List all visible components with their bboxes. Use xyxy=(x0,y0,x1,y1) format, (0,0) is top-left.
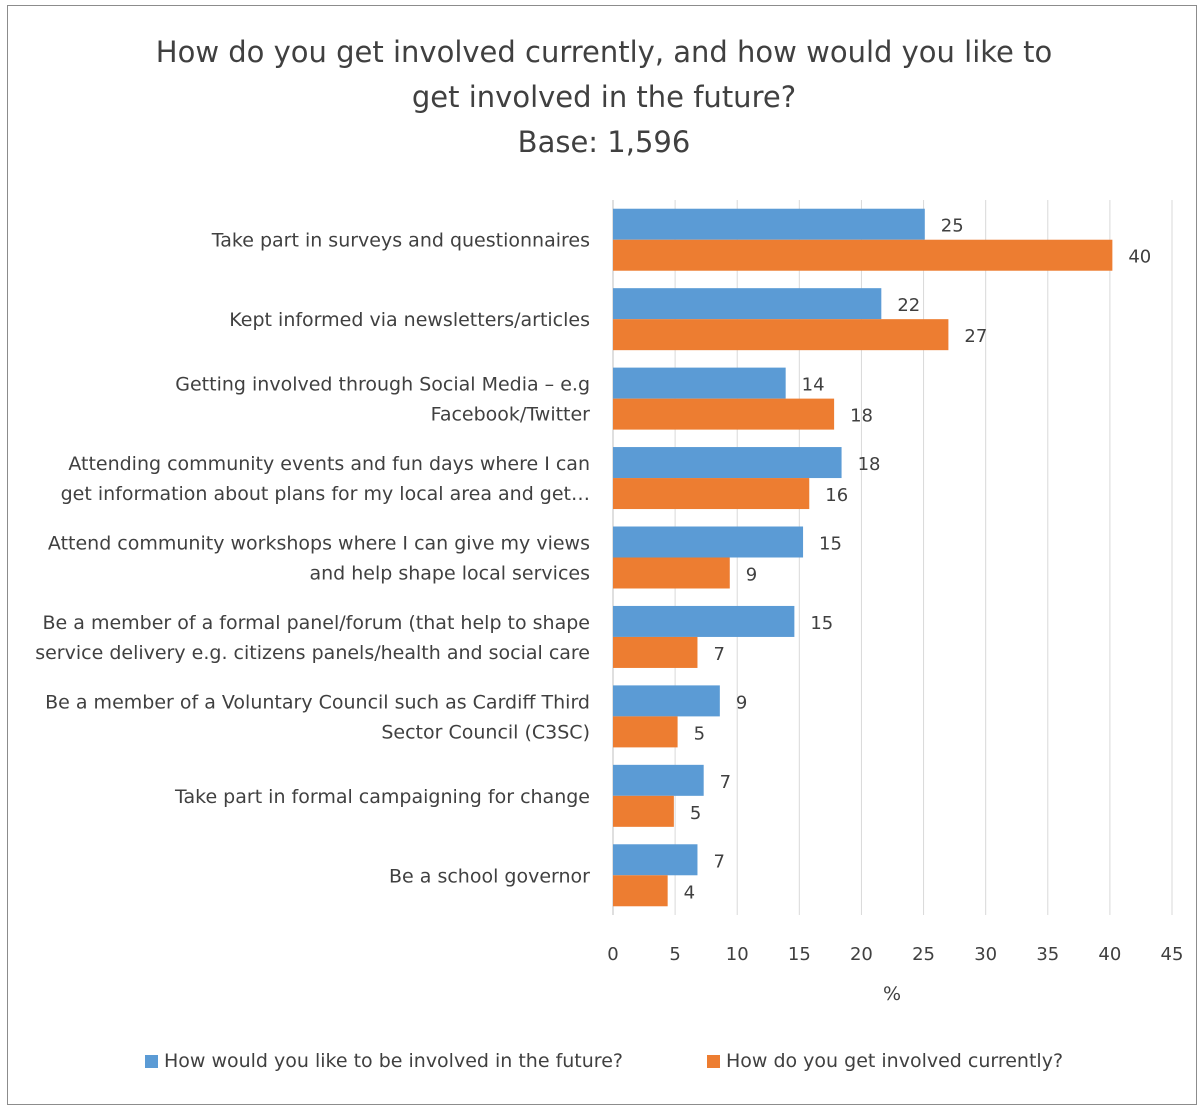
category-label-7-line-1: Be a member of a Voluntary Council such … xyxy=(45,691,590,713)
chart-title-line-1: How do you get involved currently, and h… xyxy=(155,35,1053,69)
category-label-3-line-2: Facebook/Twitter xyxy=(431,404,591,426)
future-bar-5 xyxy=(613,526,804,558)
category-label-8: Take part in formal campaigning for chan… xyxy=(174,786,590,808)
category-label-1: Take part in surveys and questionnaires xyxy=(211,230,590,252)
bars xyxy=(613,208,1113,907)
x-tick-label-15: 15 xyxy=(788,944,811,965)
future-bar-4 xyxy=(613,447,842,479)
legend-swatch-future xyxy=(144,1054,158,1068)
current-value-label-1: 40 xyxy=(1128,247,1151,268)
x-tick-label-20: 20 xyxy=(850,944,873,965)
future-bar-6 xyxy=(613,605,795,637)
current-value-label-6: 7 xyxy=(713,644,724,665)
category-label-5-line-2: and help shape local services xyxy=(309,563,590,585)
current-bar-4 xyxy=(613,478,810,510)
future-value-label-1: 25 xyxy=(941,216,964,237)
future-bar-7 xyxy=(613,685,720,717)
future-bar-2 xyxy=(613,288,882,320)
current-value-label-7: 5 xyxy=(694,723,705,744)
current-bar-6 xyxy=(613,636,698,668)
category-label-4-line-1: Attending community events and fun days … xyxy=(68,453,590,475)
current-bar-9 xyxy=(613,875,668,907)
current-value-label-9: 4 xyxy=(684,882,695,903)
x-tick-label-25: 25 xyxy=(912,944,935,965)
legend-swatch-current xyxy=(706,1054,720,1068)
future-value-label-6: 15 xyxy=(810,613,833,634)
future-value-label-4: 18 xyxy=(858,454,881,475)
future-value-label-7: 9 xyxy=(736,692,747,713)
legend-item-future: How would you like to be involved in the… xyxy=(144,1050,623,1072)
current-value-label-8: 5 xyxy=(690,803,701,824)
future-value-label-5: 15 xyxy=(819,534,842,555)
x-tick-label-40: 40 xyxy=(1098,944,1121,965)
future-bar-8 xyxy=(613,764,704,796)
future-value-label-2: 22 xyxy=(897,295,920,316)
category-label-3-line-1: Getting involved through Social Media – … xyxy=(175,374,590,396)
x-tick-label-10: 10 xyxy=(726,944,749,965)
category-label-9: Be a school governor xyxy=(389,865,590,887)
category-label-4-line-2: get information about plans for my local… xyxy=(61,483,590,505)
chart-title-line-2: get involved in the future? xyxy=(411,80,797,114)
x-tick-label-5: 5 xyxy=(669,944,680,965)
x-axis-title: % xyxy=(883,983,901,1005)
category-label-5-line-1: Attend community workshops where I can g… xyxy=(48,533,590,555)
future-value-label-9: 7 xyxy=(713,851,724,872)
chart-title: How do you get involved currently, and h… xyxy=(0,30,1202,165)
category-label-2: Kept informed via newsletters/articles xyxy=(229,309,590,331)
future-bar-9 xyxy=(613,844,698,876)
chart-frame xyxy=(7,5,1197,1105)
future-bar-1 xyxy=(613,208,925,240)
legend-item-current: How do you get involved currently? xyxy=(706,1050,1064,1072)
current-bar-3 xyxy=(613,398,835,430)
current-bar-8 xyxy=(613,795,674,827)
legend: How would you like to be involved in the… xyxy=(0,1050,1202,1072)
current-bar-7 xyxy=(613,716,678,748)
legend-label-current: How do you get involved currently? xyxy=(725,1050,1064,1072)
legend-label-future: How would you like to be involved in the… xyxy=(163,1050,623,1072)
category-label-6-line-1: Be a member of a formal panel/forum (tha… xyxy=(43,612,590,634)
x-tick-label-35: 35 xyxy=(1036,944,1059,965)
current-bar-5 xyxy=(613,557,730,589)
x-tick-label-45: 45 xyxy=(1161,944,1184,965)
category-label-6-line-2: service delivery e.g. citizens panels/he… xyxy=(35,642,590,664)
current-value-label-4: 16 xyxy=(825,485,848,506)
current-value-label-2: 27 xyxy=(964,326,987,347)
current-bar-1 xyxy=(613,239,1113,271)
x-tick-label-30: 30 xyxy=(974,944,997,965)
current-value-label-3: 18 xyxy=(850,406,873,427)
current-bar-2 xyxy=(613,319,949,351)
future-value-label-3: 14 xyxy=(802,375,825,396)
current-value-label-5: 9 xyxy=(746,565,757,586)
chart-subtitle-base: Base: 1,596 xyxy=(517,125,691,159)
future-bar-3 xyxy=(613,367,786,399)
x-tick-label-0: 0 xyxy=(607,944,618,965)
future-value-label-8: 7 xyxy=(720,772,731,793)
category-label-7-line-2: Sector Council (C3SC) xyxy=(381,721,590,743)
